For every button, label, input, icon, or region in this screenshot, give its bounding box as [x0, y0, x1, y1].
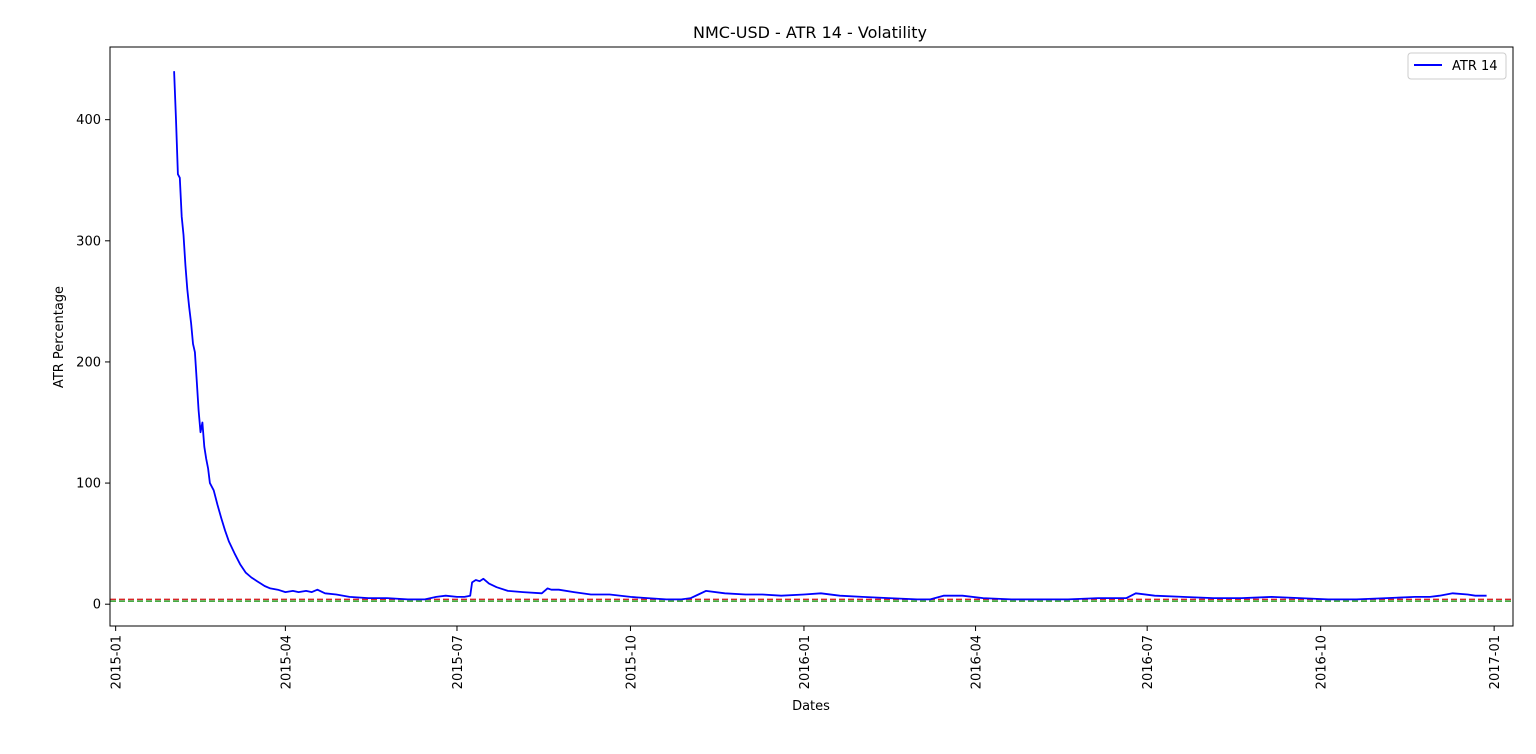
x-tick-label: 2016-07	[1141, 635, 1156, 689]
x-tick-label: 2015-01	[110, 635, 125, 689]
legend: ATR 14	[1407, 52, 1507, 80]
y-tick-label: 0	[93, 598, 101, 613]
x-tick-label: 2015-07	[451, 635, 466, 689]
legend-box	[1407, 52, 1507, 80]
plot-area	[110, 71, 1513, 602]
plot-frame	[109, 46, 1514, 627]
y-tick-label: 400	[76, 113, 101, 128]
series-line-0	[173, 71, 1487, 601]
x-tick-label: 2016-10	[1315, 635, 1330, 689]
x-tick-label: 2017-01	[1488, 635, 1503, 689]
chart-title: NMC-USD - ATR 14 - Volatility	[693, 23, 927, 42]
legend-label: ATR 14	[1452, 59, 1498, 74]
y-tick-label: 100	[76, 477, 101, 492]
x-axis: 2015-01 2015-04 2015-07 2015-10 2016-01 2016-…	[110, 626, 1503, 689]
y-axis-label: ATR Percentage	[52, 286, 67, 388]
x-tick-label: 2015-10	[625, 635, 640, 689]
y-axis: 0 100 200 300 400	[76, 113, 110, 613]
y-tick-label: 300	[76, 234, 101, 249]
x-tick-label: 2015-04	[279, 635, 294, 689]
x-axis-label: Dates	[792, 699, 830, 714]
y-tick-label: 200	[76, 355, 101, 370]
x-tick-label: 2016-04	[970, 635, 985, 689]
x-tick-label: 2016-01	[798, 635, 813, 689]
